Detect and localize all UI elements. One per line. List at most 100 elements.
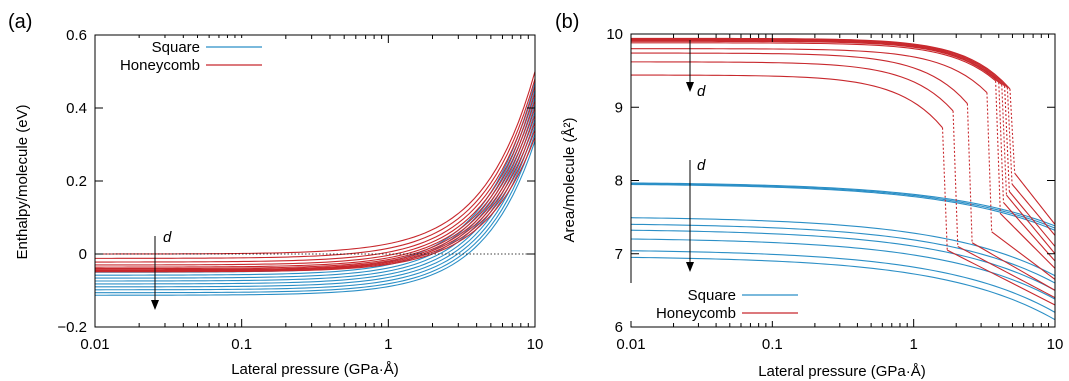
square-area-line <box>630 238 1056 300</box>
honeycomb-transition-line <box>998 82 1005 203</box>
honeycomb-transition-line <box>1001 84 1008 196</box>
square-enthalpy-line <box>94 140 536 296</box>
honeycomb-transition-line <box>1004 85 1010 192</box>
y-axis-label: Area/molecule (Å²) <box>561 117 578 242</box>
enthalpy-series-group <box>94 71 536 296</box>
honeycomb-transition-line <box>986 92 993 232</box>
honeycomb-area-line <box>631 39 1005 87</box>
enthalpy-chart-panel: (a) 0.01 0.1 1 10 −0.2 0 0.2 0.4 0.6 Square Hone… <box>8 11 543 378</box>
y-tick-label: 10 <box>606 26 623 43</box>
y-tick-label: −0.2 <box>57 319 87 336</box>
honeycomb-area-line-compressed <box>991 231 1056 280</box>
honeycomb-enthalpy-line <box>95 136 536 273</box>
square-area-line <box>630 229 1056 291</box>
honeycomb-area-line-compressed <box>957 245 1056 299</box>
square-area-line <box>630 183 1056 231</box>
honeycomb-area-line <box>630 74 943 129</box>
plot-frame <box>94 34 536 328</box>
x-axis-label: Lateral pressure (GPa·Å) <box>231 361 399 378</box>
square-enthalpy-line <box>95 133 536 294</box>
square-area-line <box>630 217 1056 277</box>
honeycomb-area-line <box>631 42 996 82</box>
legend-label-square: Square <box>152 39 200 56</box>
square-enthalpy-line <box>95 126 536 291</box>
square-enthalpy-line <box>95 118 536 288</box>
x-tick-label: 10 <box>527 336 544 353</box>
honeycomb-area-line-compressed <box>1006 194 1056 255</box>
honeycomb-area-line <box>631 61 954 112</box>
honeycomb-transition-line <box>995 80 1001 214</box>
y-tick-label: 6 <box>615 319 623 336</box>
honeycomb-enthalpy-line <box>95 100 536 268</box>
direction-arrow-honeycomb: d <box>686 40 706 100</box>
legend-background <box>100 38 270 74</box>
honeycomb-area-line <box>631 52 968 104</box>
square-enthalpy-line <box>95 89 536 276</box>
y-tick-label: 0.4 <box>66 100 87 117</box>
x-tick-label: 0.01 <box>80 336 109 353</box>
honeycomb-area-line <box>630 48 988 94</box>
arrow-head <box>686 262 694 272</box>
honeycomb-area-line-compressed <box>946 249 1056 306</box>
y-tick-label: 7 <box>615 246 623 263</box>
arrow-head <box>686 82 694 92</box>
panel-b-label: (b) <box>555 11 579 33</box>
arrow-head <box>151 300 159 310</box>
annotation-d-square: d <box>697 157 706 174</box>
honeycomb-enthalpy-line <box>95 129 536 272</box>
legend-label-honeycomb: Honeycomb <box>120 57 200 74</box>
annotation-d: d <box>163 229 172 246</box>
honeycomb-area-line <box>631 38 1008 88</box>
honeycomb-enthalpy-line <box>95 78 536 259</box>
enthalpy-legend: Square Honeycomb <box>100 38 270 74</box>
square-area-line <box>630 182 1056 227</box>
square-enthalpy-line <box>95 104 536 282</box>
honeycomb-enthalpy-line <box>95 115 536 271</box>
y-tick-label: 9 <box>615 99 623 116</box>
direction-arrow: d <box>151 229 172 310</box>
area-chart-panel: (b) 0.01 0.1 1 10 6 7 8 9 10 d d Square Honeycom… <box>555 11 1063 380</box>
square-enthalpy-line <box>95 82 536 273</box>
x-axis-label: Lateral pressure (GPa·Å) <box>758 363 926 380</box>
y-tick-label: 0.6 <box>66 27 87 44</box>
square-area-line <box>630 183 1056 229</box>
y-tick-label: 8 <box>615 173 623 190</box>
x-tick-label: 1 <box>384 336 392 353</box>
x-tick-label: 0.1 <box>762 336 783 353</box>
square-area-line <box>630 256 1056 321</box>
y-tick-label: 0.2 <box>66 173 87 190</box>
honeycomb-transition-line <box>966 103 973 243</box>
direction-arrow-square: d <box>686 157 706 272</box>
honeycomb-enthalpy-line <box>94 122 536 271</box>
honeycomb-transition-line <box>1006 87 1013 185</box>
x-tick-label: 0.01 <box>616 336 645 353</box>
honeycomb-area-line <box>630 40 1000 83</box>
honeycomb-area-line <box>630 37 1011 90</box>
area-series-group <box>630 37 1056 321</box>
honeycomb-area-line <box>631 40 1003 85</box>
square-area-line <box>630 223 1056 284</box>
area-axes: 0.01 0.1 1 10 6 7 8 9 10 <box>606 26 1063 353</box>
honeycomb-area-line-compressed <box>1008 191 1056 247</box>
honeycomb-area-line-compressed <box>999 213 1056 269</box>
annotation-d-honeycomb: d <box>697 83 706 100</box>
legend-label-square: Square <box>688 287 736 304</box>
y-axis-label: Enthalpy/molecule (eV) <box>14 104 31 259</box>
honeycomb-enthalpy-line <box>95 107 536 270</box>
enthalpy-axes: 0.01 0.1 1 10 −0.2 0 0.2 0.4 0.6 <box>57 27 543 353</box>
y-tick-label: 0 <box>79 246 87 263</box>
honeycomb-enthalpy-line <box>95 85 536 263</box>
x-tick-label: 10 <box>1047 336 1064 353</box>
square-enthalpy-line <box>95 111 536 285</box>
honeycomb-enthalpy-line <box>95 71 536 255</box>
honeycomb-area-line-compressed <box>1014 172 1056 225</box>
honeycomb-enthalpy-line <box>95 93 536 266</box>
honeycomb-area-line-compressed <box>971 242 1056 291</box>
x-tick-label: 0.1 <box>231 336 252 353</box>
square-area-line <box>630 250 1056 313</box>
square-enthalpy-line <box>95 96 536 279</box>
legend-background <box>630 283 810 321</box>
legend-label-honeycomb: Honeycomb <box>656 305 736 322</box>
area-legend: Square Honeycomb <box>630 283 810 322</box>
